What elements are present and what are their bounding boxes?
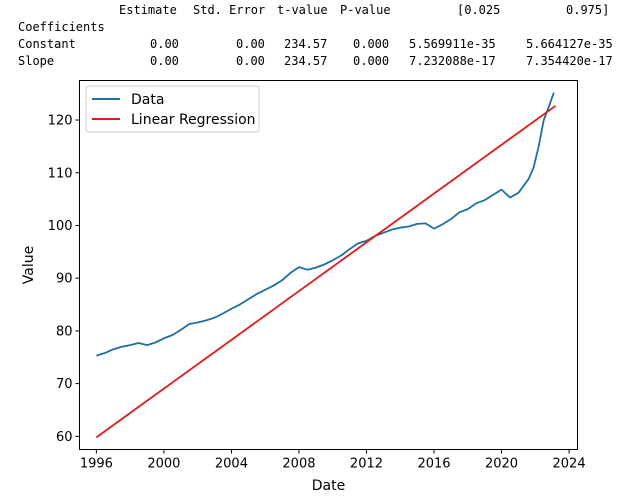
- legend-frame: [85, 85, 260, 133]
- coefficients-header-row: Estimate Std. Error t-value P-value [0.0…: [0, 2, 609, 18]
- cell-ci-lower: 5.569911e-35: [409, 37, 496, 51]
- plot-frame: [79, 80, 578, 450]
- cell-estimate: 0.00: [150, 37, 179, 51]
- x-axis-title: Date: [312, 478, 345, 494]
- legend-label-linear-regression: Linear Regression: [131, 112, 256, 128]
- y-tick-label: 70: [56, 377, 73, 392]
- y-tick-label: 100: [48, 219, 73, 234]
- legend: Data Linear Regression: [85, 85, 260, 133]
- table-row-constant: Constant 0.00 0.00 234.57 0.000 5.569911…: [0, 36, 613, 52]
- row-label: Constant: [18, 37, 76, 51]
- plot-area: [79, 80, 578, 450]
- cell-t-value: 234.57: [284, 54, 328, 68]
- column-header-estimate: Estimate: [119, 3, 177, 17]
- column-header-std-error: Std. Error: [193, 3, 266, 17]
- x-axis: 1996 2000 2004 2008 2012 2016 2020 2024: [80, 449, 586, 472]
- cell-ci-upper: 7.354420e-17: [526, 54, 613, 68]
- cell-ci-lower: 7.232088e-17: [409, 54, 496, 68]
- cell-std-error: 0.00: [236, 37, 265, 51]
- legend-label-data: Data: [131, 92, 164, 108]
- column-header-t-value: t-value: [277, 3, 328, 17]
- series-line-linear-regression: [95, 105, 557, 439]
- table-row-slope: Slope 0.00 0.00 234.57 0.000 7.232088e-1…: [0, 53, 613, 69]
- y-axis: 60 70 80 90 100 110 120: [48, 114, 80, 445]
- cell-p-value: 0.000: [353, 54, 390, 68]
- x-tick-label: 2020: [485, 457, 518, 472]
- y-axis-title: Value: [21, 246, 37, 284]
- cell-std-error: 0.00: [236, 54, 265, 68]
- cell-p-value: 0.000: [353, 37, 390, 51]
- series-line-data: [96, 92, 555, 357]
- x-tick-label: 2024: [553, 457, 586, 472]
- series-layer: [95, 92, 557, 439]
- y-tick-label: 90: [56, 272, 73, 287]
- y-tick-label: 80: [56, 324, 73, 339]
- x-tick-label: 1996: [80, 457, 113, 472]
- coefficients-heading: Coefficients: [18, 20, 105, 34]
- cell-ci-upper: 5.664127e-35: [526, 37, 613, 51]
- x-tick-label: 2000: [147, 457, 180, 472]
- column-header-p-value: P-value: [340, 3, 391, 17]
- column-header-ci-upper: 0.975]: [566, 3, 610, 17]
- y-tick-label: 60: [56, 430, 73, 445]
- x-tick-label: 2004: [215, 457, 248, 472]
- row-label: Slope: [18, 54, 55, 68]
- column-header-ci-lower: [0.025: [457, 3, 501, 17]
- coefficients-heading-row: Coefficients: [0, 19, 105, 35]
- cell-t-value: 234.57: [284, 37, 328, 51]
- coefficients-table: Estimate Std. Error t-value P-value [0.0…: [0, 0, 635, 80]
- y-tick-label: 110: [48, 166, 73, 181]
- y-tick-label: 120: [48, 114, 73, 129]
- cell-estimate: 0.00: [150, 54, 179, 68]
- x-tick-label: 2016: [417, 457, 450, 472]
- x-tick-label: 2008: [282, 457, 315, 472]
- x-tick-label: 2012: [350, 457, 383, 472]
